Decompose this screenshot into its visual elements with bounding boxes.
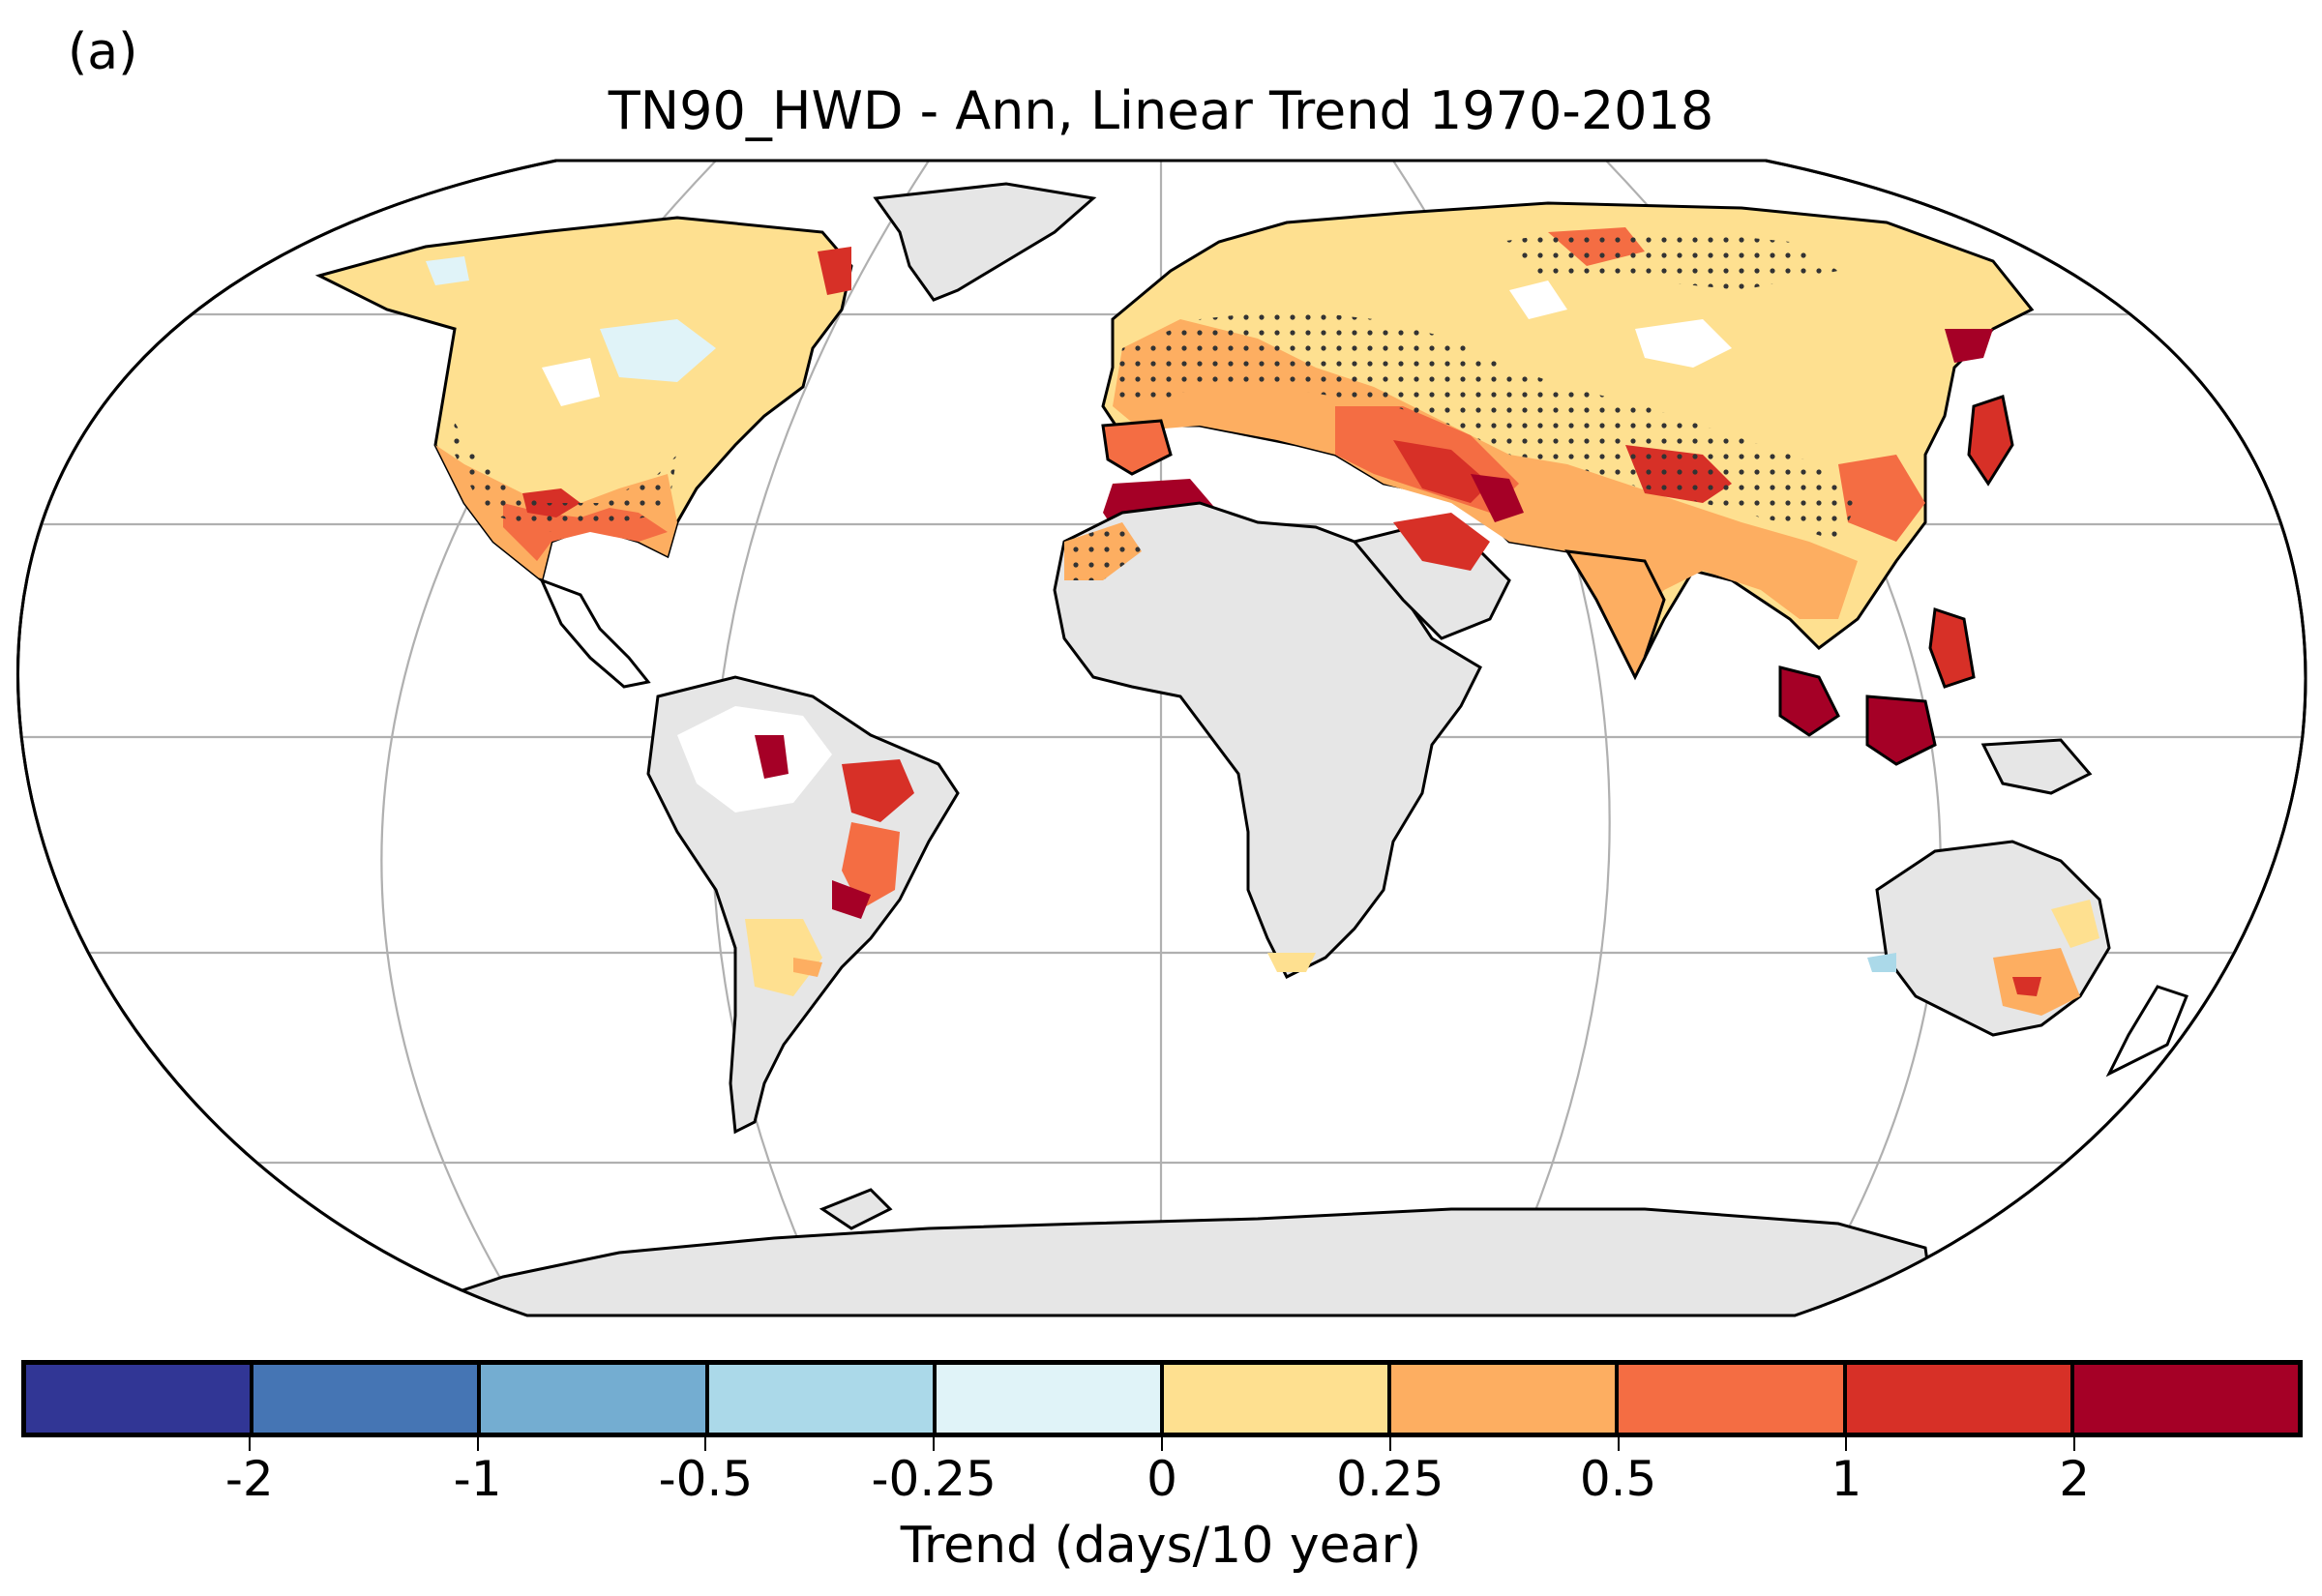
colorbar-tick [1388, 1437, 1391, 1451]
colorbar-tick-label: -0.25 [871, 1451, 997, 1507]
colorbar-tick-label: -0.5 [658, 1451, 754, 1507]
colorbar-tick [1617, 1437, 1620, 1451]
colorbar-tick-label: -2 [224, 1451, 274, 1507]
antarctica [386, 1207, 1937, 1315]
colorbar-segment [936, 1365, 1165, 1433]
colorbar-segment [1164, 1365, 1392, 1433]
colorbar-tick [1161, 1437, 1163, 1451]
colorbar-tick-label: 2 [2059, 1451, 2091, 1507]
map-title: TN90_HWD - Ann, Linear Trend 1970-2018 [608, 80, 1714, 141]
colorbar-tick-label: 0 [1146, 1451, 1177, 1507]
colorbar-segment [2073, 1365, 2299, 1433]
africa [1053, 501, 1482, 980]
greenland [873, 182, 1097, 302]
colorbar-segment [1619, 1365, 1847, 1433]
colorbar-segment [26, 1365, 254, 1433]
panel-label: (a) [68, 23, 138, 81]
colorbar-tick [476, 1437, 479, 1451]
colorbar-tick [704, 1437, 707, 1451]
colorbar-tick [933, 1437, 936, 1451]
colorbar-segment [253, 1365, 482, 1433]
colorbar-tick-label: 0.5 [1579, 1451, 1657, 1507]
colorbar-segment [1846, 1365, 2074, 1433]
colorbar-segment [1391, 1365, 1620, 1433]
world-map [16, 159, 2307, 1317]
colorbar-segment [481, 1365, 709, 1433]
colorbar-tick-label: -1 [453, 1451, 502, 1507]
colorbar-tick [248, 1437, 251, 1451]
colorbar-tick-label: 0.25 [1336, 1451, 1444, 1507]
colorbar-label: Trend (days/10 year) [900, 1517, 1422, 1575]
colorbar-segment [708, 1365, 937, 1433]
colorbar-tick [2073, 1437, 2076, 1451]
colorbar-tick [1845, 1437, 1848, 1451]
colorbar-ticks [21, 1437, 2303, 1457]
colorbar-tick-label: 1 [1831, 1451, 1862, 1507]
colorbar [21, 1360, 2303, 1437]
